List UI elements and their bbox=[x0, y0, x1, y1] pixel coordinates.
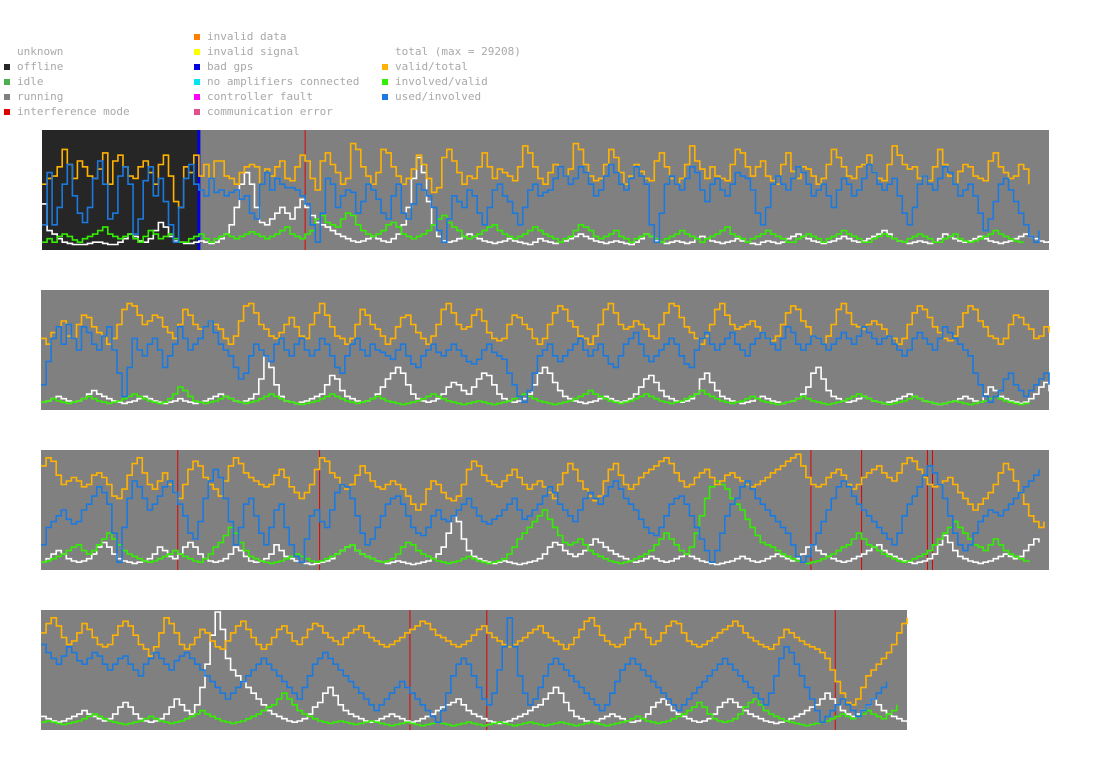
legend-label: no amplifiers connected bbox=[207, 75, 360, 88]
series-line-used-involved bbox=[41, 617, 888, 723]
legend-error-item: invalid signal bbox=[194, 44, 359, 59]
legend-swatch bbox=[4, 108, 10, 115]
legend-label: offline bbox=[17, 60, 64, 73]
chart-panel bbox=[42, 130, 1050, 250]
legend-swatch bbox=[4, 63, 10, 70]
series-line-valid-total bbox=[42, 142, 1030, 209]
legend-ratio-item: used/involved bbox=[382, 89, 521, 104]
legend-errors: invalid data invalid signal bad gps no ampl… bbox=[194, 29, 359, 119]
series-line-involved-valid bbox=[42, 212, 1024, 243]
legend-swatch bbox=[382, 78, 388, 85]
legend-swatch bbox=[194, 48, 200, 55]
legend-error-item: bad gps bbox=[194, 59, 359, 74]
legend-label: bad gps bbox=[207, 60, 254, 73]
legend-ratio-item: valid/total bbox=[382, 59, 521, 74]
chart-panel bbox=[41, 450, 1049, 570]
legend-label: involved/valid bbox=[395, 75, 488, 88]
series-line-involved-valid bbox=[41, 386, 1030, 406]
legend-swatch bbox=[382, 63, 388, 70]
chart-panel bbox=[41, 610, 908, 730]
legend-ratio-item: involved/valid bbox=[382, 74, 521, 89]
legend-error-item: invalid data bbox=[194, 29, 359, 44]
legend-ratio-item: total (max = 29208) bbox=[382, 44, 521, 59]
legend-status-item: interference mode bbox=[4, 104, 130, 119]
series-line-total bbox=[42, 156, 1050, 246]
legend-label: communication error bbox=[207, 105, 333, 118]
legend-ratios: total (max = 29208) valid/total involved/v… bbox=[382, 44, 521, 104]
legend-label: unknown bbox=[17, 45, 64, 58]
legend-status: unknown offline idle running interference mo… bbox=[4, 44, 130, 119]
series-line-used-involved bbox=[41, 320, 1050, 403]
legend-error-item: controller fault bbox=[194, 89, 359, 104]
legend-label: idle bbox=[17, 75, 44, 88]
legend-swatch bbox=[4, 48, 10, 55]
legend-swatch bbox=[4, 78, 10, 85]
legend-swatch bbox=[194, 93, 200, 100]
series-line-total bbox=[41, 611, 908, 725]
legend-label: controller fault bbox=[207, 90, 313, 103]
series-line-involved-valid bbox=[41, 480, 1030, 565]
legend-swatch bbox=[194, 63, 200, 70]
series-line-total bbox=[41, 355, 1060, 406]
legend-status-item: offline bbox=[4, 59, 130, 74]
legend-swatch bbox=[194, 78, 200, 85]
series-line-used-involved bbox=[42, 160, 1040, 243]
panel-background bbox=[42, 130, 1049, 250]
legend-error-item: no amplifiers connected bbox=[194, 74, 359, 89]
legend-label: used/involved bbox=[395, 90, 482, 103]
series-line-involved-valid bbox=[41, 692, 898, 727]
legend-swatch bbox=[4, 93, 10, 100]
legend-label: invalid data bbox=[207, 30, 287, 43]
legend-status-item: running bbox=[4, 89, 130, 104]
legend-error-item: communication error bbox=[194, 104, 359, 119]
legend-swatch bbox=[382, 93, 388, 100]
legend-status-item: idle bbox=[4, 74, 130, 89]
legend-swatch bbox=[194, 33, 200, 40]
chart-panel bbox=[41, 290, 1060, 410]
series-line-used-involved bbox=[41, 465, 1040, 563]
series-line-valid-total bbox=[41, 617, 908, 706]
legend-label: total (max = 29208) bbox=[395, 45, 521, 58]
legend-label: interference mode bbox=[17, 105, 130, 118]
legend-label: invalid signal bbox=[207, 45, 300, 58]
legend-swatch bbox=[194, 108, 200, 115]
legend-label: valid/total bbox=[395, 60, 468, 73]
offline-region bbox=[42, 130, 199, 250]
legend-status-item: unknown bbox=[4, 44, 130, 59]
legend-label: running bbox=[17, 90, 64, 103]
